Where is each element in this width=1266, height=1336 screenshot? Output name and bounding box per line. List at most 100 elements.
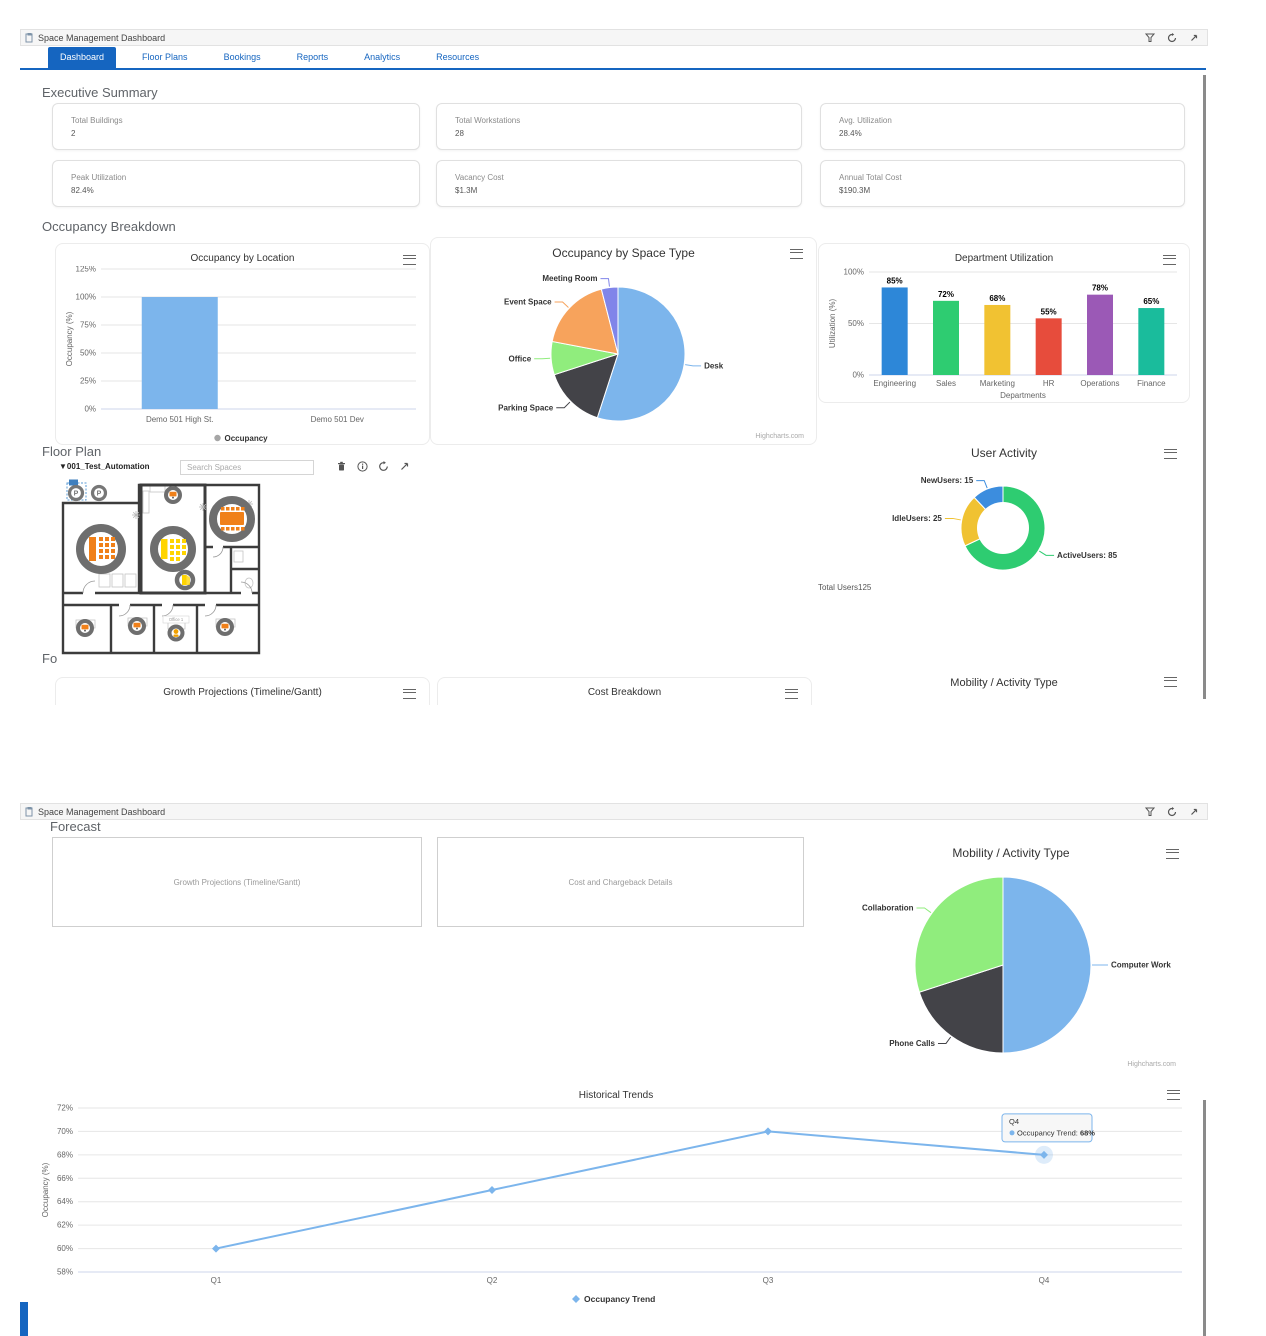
parking-space-selected[interactable]: P [66, 479, 87, 502]
slice-Phone Calls[interactable] [918, 964, 1004, 1054]
placeholder-label: Growth Projections (Timeline/Gantt) [173, 877, 301, 887]
tooltip-category: Q4 [1009, 1117, 1019, 1126]
mobility-activity-card: Mobility / Activity Type Computer Work Ph… [830, 838, 1192, 1076]
point-marker-Q1 [212, 1244, 220, 1253]
y-axis-title: Occupancy (%) [41, 1162, 50, 1217]
y-tick-label: 25% [80, 377, 96, 386]
workspace-ring-left[interactable] [76, 524, 126, 574]
next-section-tab-edge [20, 1302, 28, 1336]
doors [82, 544, 253, 617]
bar-Demo 501 High St. [141, 297, 218, 409]
summary-card-peak-utilization: Peak Utilization 82.4% [52, 160, 420, 207]
occupancy-by-space-type-card: Occupancy by Space Type Desk Parking Spac… [430, 237, 817, 445]
refresh-icon[interactable] [378, 461, 389, 472]
x-tick-label: Q2 [487, 1276, 498, 1285]
occupancy-breakdown-heading: Occupancy Breakdown [42, 219, 176, 234]
chart-menu-icon[interactable] [1164, 449, 1177, 459]
desk-icon[interactable] [128, 617, 146, 635]
floor-selector[interactable]: ▼001_Test_Automation [59, 462, 150, 471]
mobility-activity-chart: Computer Work Phone Calls Collaboration [830, 864, 1192, 1064]
window-title: Space Management Dashboard [38, 806, 166, 817]
occupancy-by-space-type-chart: Desk Parking Space Office Event Space Meetin… [431, 260, 818, 440]
chart-menu-icon[interactable] [1163, 255, 1176, 265]
slice-Desk[interactable] [596, 286, 686, 422]
mobility-activity-card-stub: Mobility / Activity Type [818, 668, 1190, 698]
highcharts-credit[interactable]: Highcharts.com [755, 433, 804, 440]
info-icon[interactable] [357, 461, 368, 472]
summary-card-vacancy-cost: Vacancy Cost $1.3M [436, 160, 802, 207]
chart-menu-icon[interactable] [785, 689, 798, 699]
chart-title: Department Utilization [954, 253, 1054, 264]
slice-Event Space[interactable] [551, 288, 619, 355]
chart-title: Growth Projections (Timeline/Gantt) [163, 687, 322, 698]
tab-floor-plans[interactable]: Floor Plans [142, 52, 188, 62]
tab-dashboard[interactable]: Dashboard [48, 47, 117, 68]
slice-Collaboration[interactable] [914, 876, 1004, 993]
expand-icon[interactable] [1189, 33, 1199, 43]
card-value: 28.4% [839, 129, 862, 138]
x-axis-title: Departments [1000, 391, 1046, 400]
x-tick-label: Operations [1080, 379, 1119, 388]
chart-menu-icon[interactable] [1167, 1090, 1180, 1100]
workspace-ring-middle[interactable] [150, 526, 196, 572]
desk-icon[interactable] [216, 618, 234, 636]
slice-Meeting Room[interactable] [600, 286, 619, 355]
x-tick-label: Engineering [873, 379, 916, 388]
tab-reports[interactable]: Reports [296, 52, 329, 62]
x-tick-label: Q3 [763, 1276, 774, 1285]
data-label: 65% [1143, 297, 1159, 306]
tab-bookings[interactable]: Bookings [223, 52, 261, 62]
chart-title: User Activity [970, 446, 1037, 460]
total-users-label: Total Users125 [818, 583, 872, 592]
tab-resources[interactable]: Resources [436, 52, 480, 62]
card-value: 82.4% [71, 186, 94, 195]
filter-icon[interactable] [1145, 807, 1155, 817]
summary-card-total-workstations: Total Workstations 28 [436, 103, 802, 150]
y-axis-title: Utilization (%) [828, 298, 837, 348]
historical-trends-card: Historical Trends 58% 60% 62% 64% 66% 68% 70% 7… [40, 1081, 1192, 1309]
scrollbar-thumb[interactable] [1203, 1100, 1206, 1336]
desk-icon[interactable] [164, 486, 182, 504]
chart-title: Occupancy by Location [190, 253, 295, 264]
slice-Computer Work[interactable] [1002, 876, 1092, 1054]
highcharts-credit[interactable]: Highcharts.com [1127, 1061, 1176, 1068]
slice-label: Phone Calls [889, 1039, 935, 1048]
refresh-icon[interactable] [1167, 806, 1177, 817]
department_utilization-svg: 0% 50% 100% Utilization (%) 85% Engineering 72… [828, 268, 1177, 400]
meeting-room-ring[interactable] [209, 496, 255, 542]
slice-label: Parking Space [498, 403, 554, 412]
expand-icon[interactable] [1189, 807, 1199, 817]
occupancy-by-location-chart: 0% 25% 50% 75% 100% 125% Occupancy (%) Demo 501… [60, 265, 427, 446]
card-label: Vacancy Cost [455, 173, 504, 182]
chart-menu-icon[interactable] [403, 255, 416, 265]
y-tick-label: 62% [57, 1221, 73, 1230]
parking-space-icon[interactable]: P [90, 484, 108, 502]
slice-label: Desk [704, 361, 724, 370]
trash-icon[interactable] [336, 461, 347, 472]
tab-analytics[interactable]: Analytics [364, 52, 401, 62]
search-spaces-input[interactable] [180, 460, 314, 475]
chart-menu-icon[interactable] [1164, 677, 1177, 687]
chevron-down-icon: ▼ [59, 462, 67, 471]
expand-icon[interactable] [399, 461, 410, 472]
x-tick-label: Q4 [1039, 1276, 1050, 1285]
mobility_activity_type-svg: Computer Work Phone Calls Collaboration [862, 876, 1171, 1054]
floor-plan-canvas[interactable]: P P [55, 477, 267, 665]
desk-icon[interactable] [76, 619, 94, 637]
slice-label: Collaboration [862, 904, 914, 913]
refresh-icon[interactable] [1167, 32, 1177, 43]
chart-menu-icon[interactable] [403, 689, 416, 699]
person-icon[interactable]: Office 1 [162, 615, 190, 642]
point-marker-Q4 [1040, 1150, 1048, 1159]
legend[interactable]: Occupancy Trend [572, 1294, 655, 1304]
scrollbar-thumb[interactable] [1203, 75, 1206, 699]
chart-menu-icon[interactable] [790, 249, 803, 259]
executive-summary-heading: Executive Summary [42, 85, 158, 100]
y-tick-label: 64% [57, 1197, 73, 1206]
door-marker-icon[interactable] [174, 569, 196, 591]
legend[interactable]: Occupancy [214, 434, 268, 443]
filter-icon[interactable] [1145, 33, 1155, 43]
chart-menu-icon[interactable] [1166, 849, 1179, 859]
bar-Operations [1087, 294, 1113, 375]
y-axis-title: Occupancy (%) [65, 311, 74, 366]
